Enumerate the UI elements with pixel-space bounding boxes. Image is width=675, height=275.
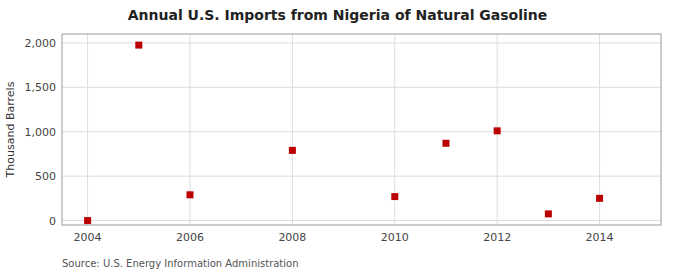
y-grid-line bbox=[62, 220, 661, 221]
point bbox=[391, 193, 398, 200]
axes: 0 500 1,000 1,500 2,000 2004 2006 2008 2010 2012 2… bbox=[25, 34, 662, 244]
y-grid-line bbox=[62, 87, 661, 88]
chart: Annual U.S. Imports from Nigeria of Natu… bbox=[0, 0, 675, 275]
x-tick-label: 2012 bbox=[483, 231, 511, 244]
x-grid-line bbox=[87, 34, 88, 225]
point bbox=[84, 217, 91, 224]
y-tick-label: 1,000 bbox=[25, 126, 57, 139]
y-grid-line bbox=[62, 176, 661, 177]
x-grid-line bbox=[292, 34, 293, 225]
x-tick-label: 2010 bbox=[381, 231, 409, 244]
y-tick-label: 500 bbox=[35, 170, 56, 183]
points bbox=[84, 42, 603, 224]
x-tick-label: 2004 bbox=[74, 231, 102, 244]
x-tick-label: 2014 bbox=[586, 231, 614, 244]
y-tick-label: 1,500 bbox=[25, 81, 57, 94]
point bbox=[135, 42, 142, 49]
y-axis-label: Thousand Barrels bbox=[4, 81, 17, 178]
y-tick-label: 0 bbox=[49, 215, 56, 228]
point bbox=[289, 147, 296, 154]
point bbox=[186, 191, 193, 198]
point bbox=[442, 140, 449, 147]
plot-frame bbox=[62, 34, 661, 225]
point bbox=[596, 195, 603, 202]
y-grid-line bbox=[62, 131, 661, 132]
source: Source: U.S. Energy Information Administ… bbox=[62, 258, 299, 269]
x-tick-label: 2006 bbox=[176, 231, 204, 244]
grid bbox=[62, 34, 661, 225]
title: Annual U.S. Imports from Nigeria of Natu… bbox=[128, 7, 548, 23]
y-grid-line bbox=[62, 42, 661, 43]
y-tick-label: 2,000 bbox=[25, 37, 57, 50]
point bbox=[494, 127, 501, 134]
point bbox=[545, 210, 552, 217]
x-tick-label: 2008 bbox=[278, 231, 306, 244]
